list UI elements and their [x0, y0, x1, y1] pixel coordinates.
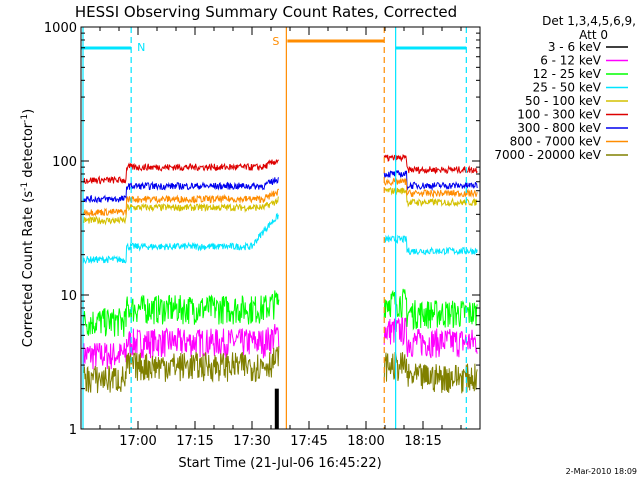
- legend-label: 100 - 300 keV: [517, 108, 601, 122]
- series-line: [82, 170, 478, 204]
- series-line: [82, 186, 478, 226]
- y-tick-label: 100: [52, 155, 77, 170]
- night-flag-label: N: [137, 41, 145, 54]
- y-tick-label: 1: [69, 423, 77, 438]
- legend-label: 300 - 800 keV: [517, 121, 601, 135]
- x-tick-label: 17:30: [233, 434, 270, 449]
- plot-frame: [80, 26, 481, 430]
- x-tick-label: 17:00: [119, 434, 156, 449]
- legend-label: 7000 - 20000 keV: [494, 148, 601, 162]
- saa-flag-label: S: [272, 35, 279, 48]
- y-axis: 1000 100 10 1: [44, 21, 480, 438]
- chart-title: HESSI Observing Summary Count Rates, Cor…: [75, 3, 457, 21]
- timestamp: 2-Mar-2010 18:09: [566, 467, 637, 476]
- plot-area: SN: [81, 27, 478, 429]
- series-line: [82, 317, 478, 372]
- x-axis: 17:00 17:15 17:30 17:45 18:00 18:15: [80, 27, 481, 449]
- x-tick-label: 17:45: [290, 434, 327, 449]
- legend-detectors: Det 1,3,4,5,6,9,: [542, 14, 636, 28]
- x-axis-label: Start Time (21-Jul-06 16:45:22): [178, 456, 381, 471]
- x-tick-label: 18:00: [347, 434, 384, 449]
- series-line: [82, 212, 478, 265]
- series-line: [82, 153, 478, 185]
- legend-label: 3 - 6 keV: [548, 40, 602, 54]
- series-line: [82, 346, 478, 394]
- y-axis-label: Corrected Count Rate (s-1 detector-1): [20, 109, 36, 347]
- y-tick-label: 10: [60, 289, 77, 304]
- legend-label: 12 - 25 keV: [533, 67, 602, 81]
- x-tick-label: 17:15: [176, 434, 213, 449]
- legend-label: 6 - 12 keV: [540, 54, 602, 68]
- series-line: [82, 288, 478, 337]
- legend-label: 25 - 50 keV: [533, 81, 602, 95]
- legend-attenuator: Att 0: [579, 28, 608, 42]
- y-tick-label: 1000: [44, 21, 77, 36]
- legend-label: 50 - 100 keV: [525, 94, 602, 108]
- series-line: [82, 177, 478, 218]
- series-3-6kev-spike: [274, 388, 279, 429]
- legend-label: 800 - 7000 keV: [510, 135, 602, 149]
- x-tick-label: 18:15: [404, 434, 441, 449]
